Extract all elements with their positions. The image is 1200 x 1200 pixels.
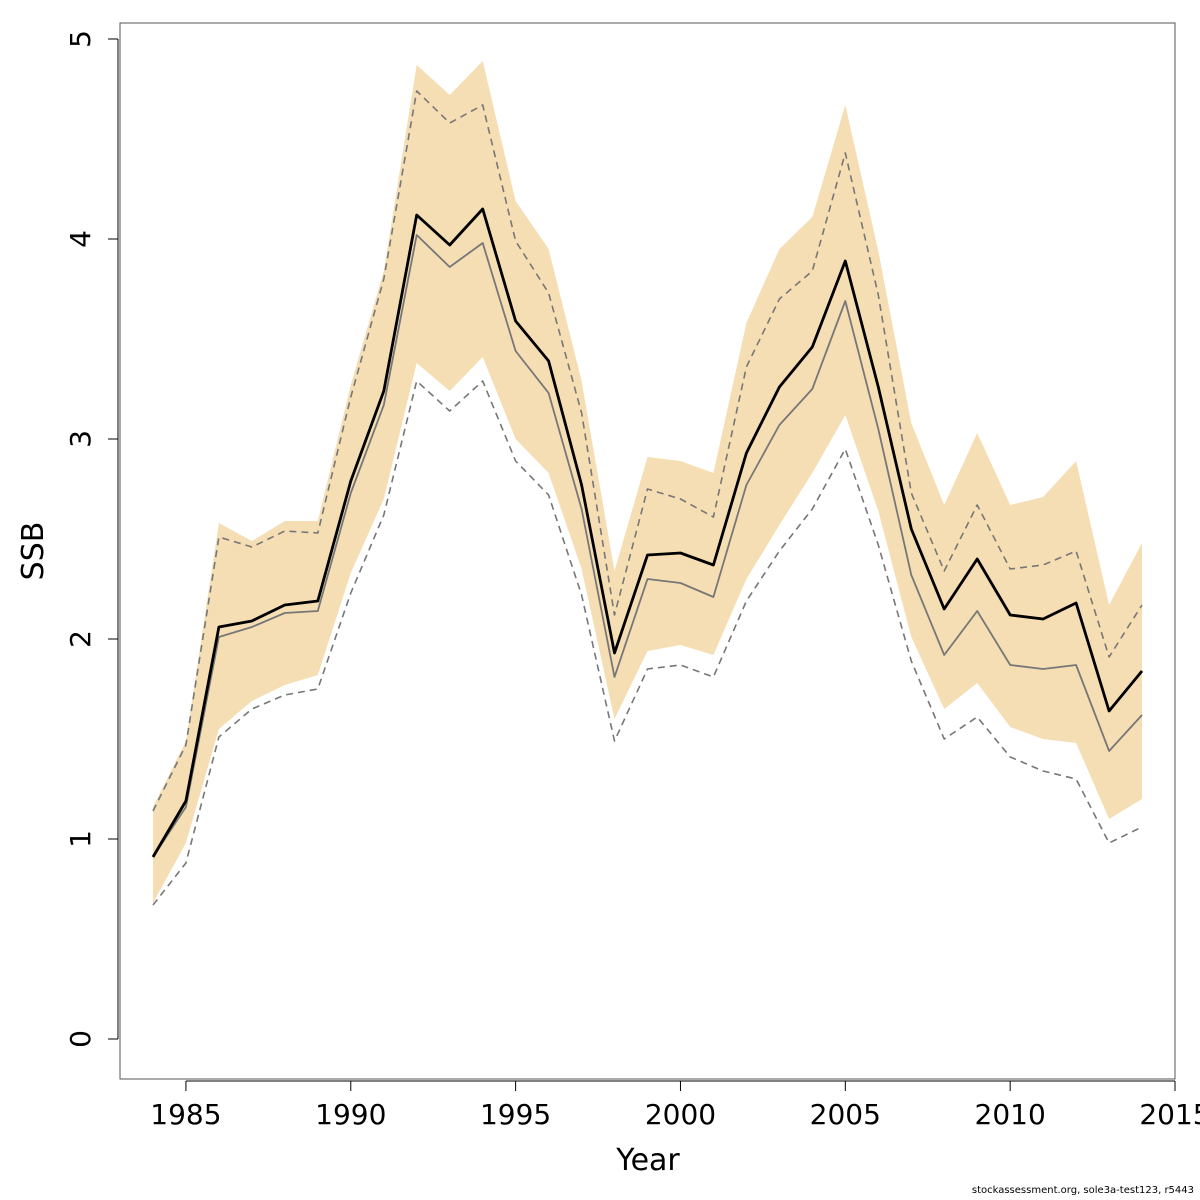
y-tick-label: 2 bbox=[64, 630, 97, 648]
y-tick-label: 5 bbox=[64, 30, 97, 48]
y-tick-label: 1 bbox=[64, 830, 97, 848]
y-tick-label: 3 bbox=[64, 430, 97, 448]
grey-line-series bbox=[152, 234, 1143, 858]
y-tick-label: 0 bbox=[64, 1030, 97, 1048]
plot-area bbox=[151, 61, 1144, 906]
axes: 1985 1990 1995 2000 2005 2010 2015 0 1 2 3 4 5 bbox=[64, 30, 1200, 1131]
x-tick-label: 2000 bbox=[645, 1098, 716, 1131]
footer-credit: stockassessment.org, sole3a-test123, r54… bbox=[971, 1185, 1194, 1196]
x-tick-label: 2005 bbox=[810, 1098, 881, 1131]
dashed-upper-series bbox=[152, 90, 1143, 812]
x-tick-label: 2015 bbox=[1139, 1098, 1200, 1131]
confidence-band bbox=[153, 61, 1142, 903]
x-axis-title: Year bbox=[615, 1143, 680, 1178]
plot-frame bbox=[119, 22, 1176, 1080]
y-tick-label: 4 bbox=[64, 230, 97, 248]
dashed-lower-series bbox=[152, 380, 1143, 906]
x-tick-label: 1985 bbox=[150, 1098, 221, 1131]
y-axis-title: SSB bbox=[16, 522, 51, 581]
x-tick-label: 1995 bbox=[480, 1098, 551, 1131]
main-line-series bbox=[151, 207, 1144, 858]
x-tick-label: 1990 bbox=[315, 1098, 386, 1131]
x-tick-label: 2010 bbox=[975, 1098, 1046, 1131]
